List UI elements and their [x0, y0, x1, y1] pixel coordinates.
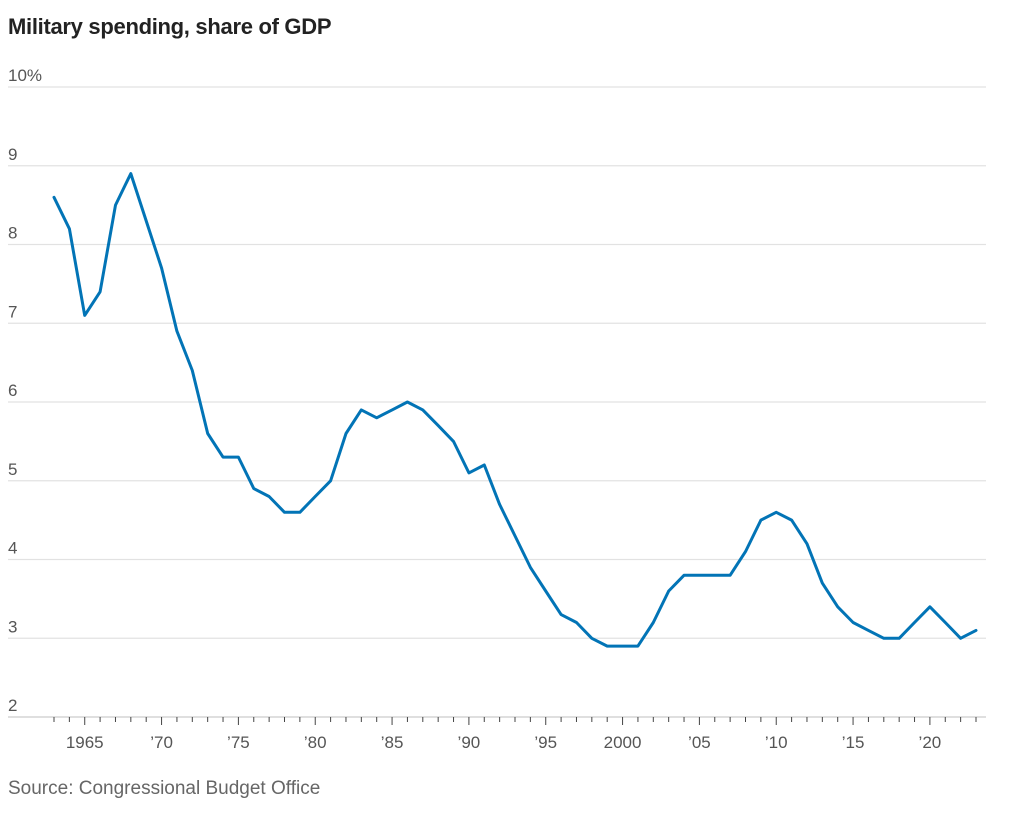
x-tick-label: ’15	[842, 733, 865, 752]
y-tick-label: 9	[8, 145, 17, 164]
y-tick-label: 7	[8, 302, 17, 321]
series-line	[52, 172, 978, 648]
x-tick-label: 2000	[604, 733, 642, 752]
x-tick-label: ’05	[688, 733, 711, 752]
x-tick-label: ’90	[458, 733, 481, 752]
y-tick-label: 4	[8, 539, 17, 558]
source-note: Source: Congressional Budget Office	[8, 778, 321, 799]
x-tick-label: ’75	[227, 733, 250, 752]
y-tick-label: 10%	[8, 66, 42, 85]
y-tick-label: 6	[8, 381, 17, 400]
x-tick-label: ’80	[304, 733, 327, 752]
x-tick-label: ’95	[534, 733, 557, 752]
x-tick-label: ’70	[150, 733, 173, 752]
x-tick-label: ’85	[381, 733, 404, 752]
y-tick-label: 2	[8, 696, 17, 715]
x-tick-label: ’10	[765, 733, 788, 752]
y-tick-label: 8	[8, 224, 17, 243]
x-tick-label: 1965	[66, 733, 104, 752]
chart-title: Military spending, share of GDP	[8, 14, 332, 39]
y-tick-label: 3	[8, 617, 17, 636]
x-tick-label: ’20	[919, 733, 942, 752]
y-tick-label: 5	[8, 460, 17, 479]
